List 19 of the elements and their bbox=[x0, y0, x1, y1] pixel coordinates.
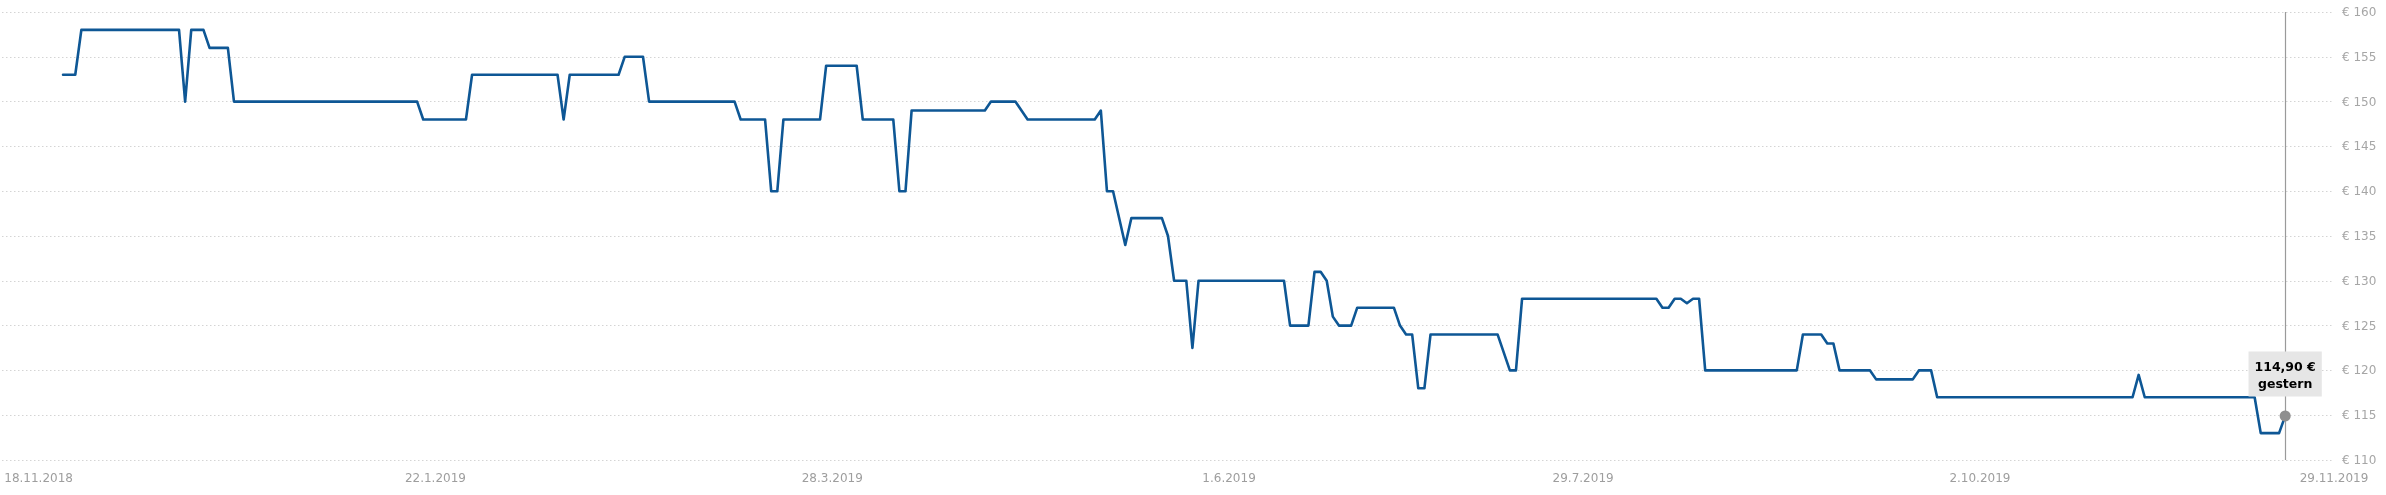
y-tick-label: € 120 bbox=[2342, 363, 2377, 378]
y-tick-label: € 110 bbox=[2342, 453, 2377, 467]
y-tick-label: € 115 bbox=[2342, 408, 2377, 423]
y-tick-label: € 135 bbox=[2342, 229, 2377, 243]
y-tick-label: € 155 bbox=[2342, 49, 2377, 64]
x-tick-label: 1.6.2019 bbox=[1202, 471, 1256, 485]
y-tick-label: € 160 bbox=[2342, 5, 2377, 19]
y-tick-label: € 140 bbox=[2342, 184, 2377, 199]
y-tick-label: € 150 bbox=[2342, 94, 2377, 109]
x-tick-label: 2.10.2019 bbox=[1949, 471, 2011, 485]
y-tick-label: € 130 bbox=[2342, 273, 2377, 288]
y-tick-label: € 145 bbox=[2342, 139, 2377, 154]
x-tick-label: 22.1.2019 bbox=[404, 471, 466, 485]
y-tick-label: € 125 bbox=[2342, 318, 2377, 333]
annotation: 114,90 € gestern bbox=[2254, 358, 2316, 391]
x-tick-label: 29.7.2019 bbox=[1552, 471, 1614, 485]
x-tick-label: 29.11.2019 bbox=[2299, 471, 2369, 485]
x-tick-label: 28.3.2019 bbox=[801, 471, 863, 485]
x-tick-label: 18.11.2018 bbox=[4, 471, 73, 485]
